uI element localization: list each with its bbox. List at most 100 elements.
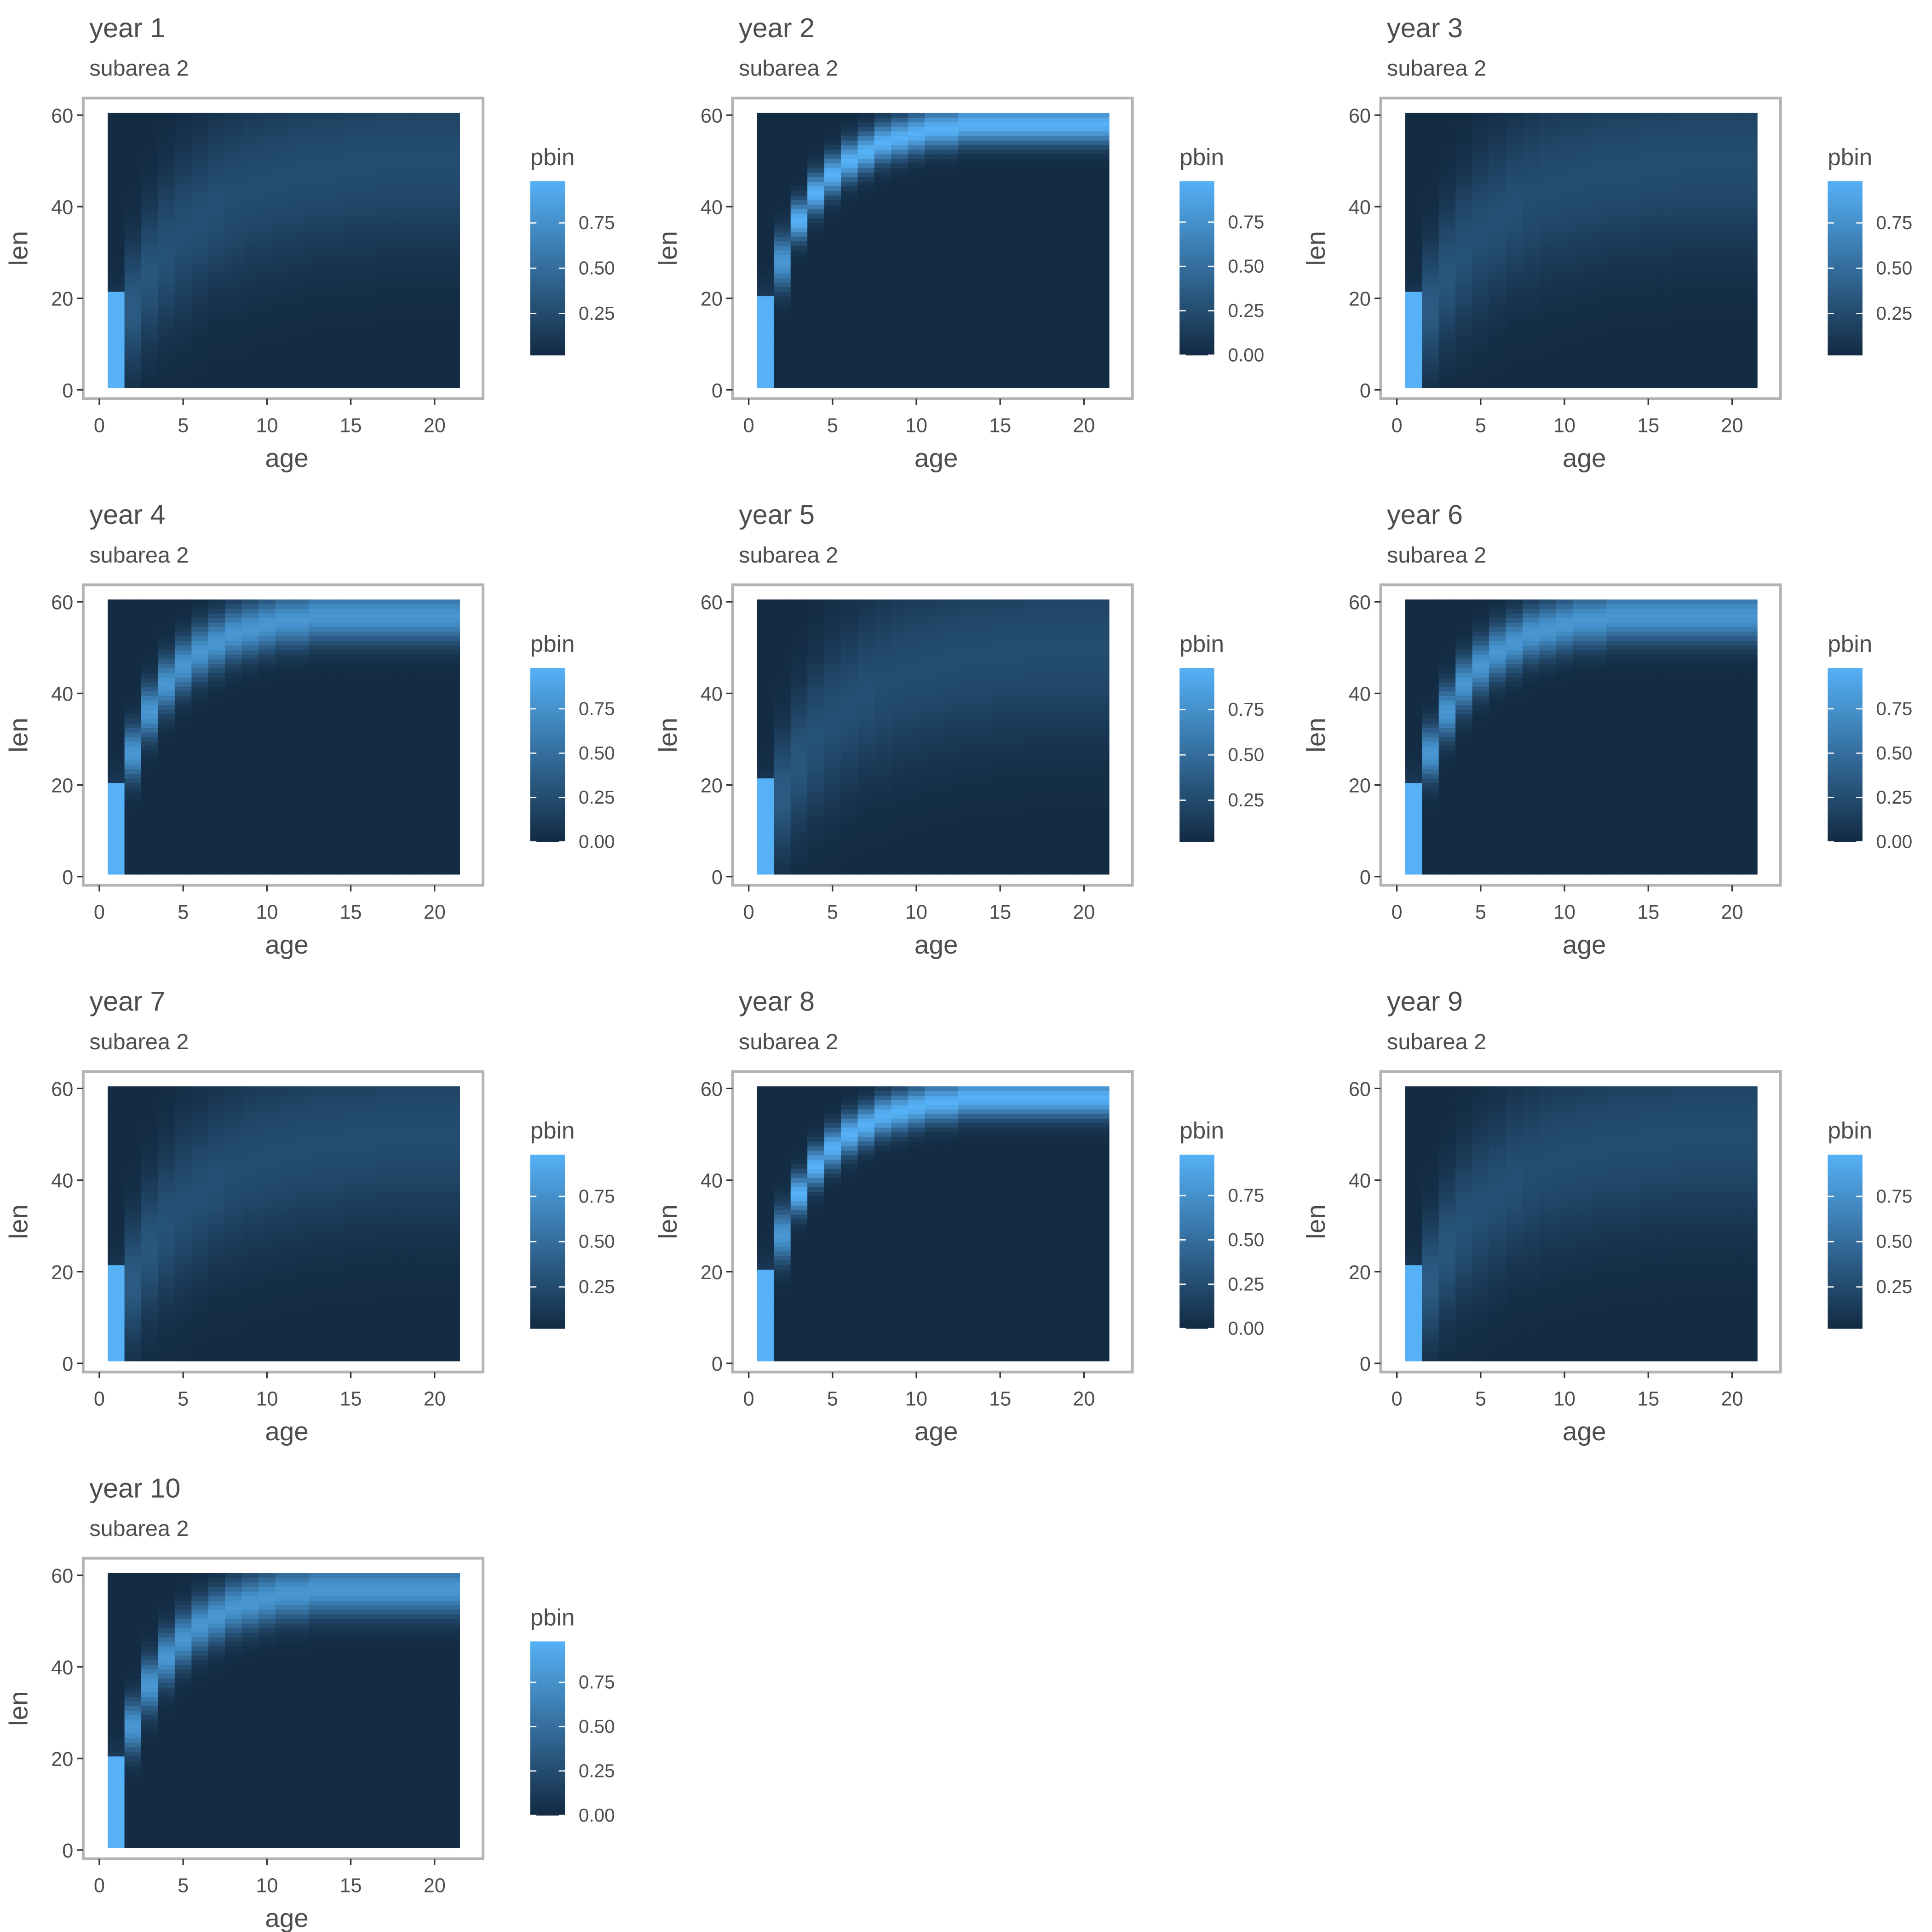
- heatmap-cell: [1422, 149, 1439, 155]
- heatmap-cell: [275, 782, 293, 788]
- heatmap-cell: [208, 663, 225, 669]
- heatmap-cell: [342, 310, 360, 315]
- heatmap-cell: [292, 140, 310, 145]
- heatmap-cell: [275, 300, 293, 305]
- heatmap-cell: [292, 291, 310, 297]
- heatmap-cell: [225, 218, 242, 223]
- heatmap-cell: [1422, 227, 1439, 232]
- heatmap-cell: [874, 144, 891, 150]
- heatmap-cell: [426, 300, 443, 305]
- heatmap-cell: [409, 190, 427, 196]
- heatmap-cell: [1740, 268, 1758, 274]
- heatmap-cell: [392, 113, 410, 118]
- heatmap-cell: [790, 140, 808, 145]
- heatmap-cell: [342, 374, 360, 379]
- heatmap-cell: [309, 609, 326, 614]
- heatmap-cell: [790, 383, 808, 388]
- heatmap-cell: [426, 250, 443, 255]
- heatmap-cell: [1606, 190, 1624, 196]
- heatmap-cell: [1422, 126, 1439, 132]
- heatmap-cell: [158, 346, 175, 351]
- heatmap-cell: [208, 172, 225, 178]
- heatmap-cell: [174, 677, 192, 683]
- panel-subtitle: subarea 2: [89, 56, 189, 81]
- heatmap-cell: [292, 838, 310, 843]
- heatmap-cell: [242, 232, 259, 237]
- heatmap-cell: [309, 223, 326, 228]
- heatmap-cell: [1092, 296, 1110, 301]
- heatmap-cell: [1690, 254, 1708, 260]
- heatmap-cell: [108, 618, 125, 623]
- heatmap-cell: [1623, 342, 1640, 347]
- heatmap-cell: [1025, 135, 1042, 141]
- heatmap-cell: [1075, 300, 1093, 305]
- heatmap-cell: [757, 149, 774, 155]
- heatmap-cell: [874, 369, 891, 374]
- heatmap-cell: [242, 209, 259, 214]
- heatmap-cell: [1740, 264, 1758, 269]
- heatmap-cell: [1025, 277, 1042, 283]
- heatmap-cell: [359, 851, 376, 857]
- heatmap-cell: [158, 869, 175, 875]
- heatmap-cell: [1606, 117, 1624, 122]
- heatmap-cell: [1606, 144, 1624, 150]
- heatmap-cell: [259, 787, 276, 793]
- heatmap-cell: [342, 383, 360, 388]
- heatmap-cell: [941, 323, 959, 328]
- heatmap-cell: [225, 268, 242, 274]
- y-tick-label: 40: [701, 197, 723, 219]
- heatmap-cell: [774, 250, 791, 255]
- heatmap-cell: [225, 250, 242, 255]
- heatmap-cell: [941, 236, 959, 242]
- heatmap-cell: [292, 764, 310, 770]
- heatmap-cell: [225, 135, 242, 141]
- heatmap-cell: [242, 640, 259, 646]
- heatmap-cell: [141, 782, 159, 788]
- heatmap-cell: [426, 227, 443, 232]
- heatmap-cell: [309, 613, 326, 618]
- heatmap-cell: [857, 154, 875, 159]
- heatmap-cell: [174, 186, 192, 191]
- heatmap-cell: [1589, 277, 1607, 283]
- heatmap-cell: [992, 374, 1009, 379]
- heatmap-cell: [141, 268, 159, 274]
- heatmap-cell: [124, 364, 142, 370]
- heatmap-cell: [790, 254, 808, 260]
- heatmap-cell: [342, 764, 360, 770]
- heatmap-cell: [1092, 342, 1110, 347]
- heatmap-cell: [1707, 351, 1724, 356]
- heatmap-cell: [225, 245, 242, 251]
- heatmap-cell: [141, 209, 159, 214]
- heatmap-cell: [275, 140, 293, 145]
- legend-colorbar-segment: [1179, 198, 1214, 202]
- heatmap-cell: [1522, 131, 1540, 136]
- heatmap-cell: [1656, 113, 1674, 118]
- heatmap-cell: [925, 245, 942, 251]
- heatmap-cell: [174, 374, 192, 379]
- heatmap-cell: [158, 640, 175, 646]
- heatmap-cell: [158, 305, 175, 310]
- heatmap-cell: [1025, 209, 1042, 214]
- heatmap-cell: [941, 204, 959, 209]
- heatmap-cell: [392, 300, 410, 305]
- heatmap-cell: [1740, 167, 1758, 173]
- heatmap-cell: [225, 828, 242, 834]
- heatmap-cell: [774, 300, 791, 305]
- heatmap-cell: [124, 117, 142, 122]
- heatmap-cell: [807, 245, 825, 251]
- heatmap-cell: [259, 154, 276, 159]
- heatmap-cell: [392, 250, 410, 255]
- heatmap-cell: [941, 374, 959, 379]
- heatmap-cell: [1438, 181, 1456, 187]
- heatmap-cell: [891, 195, 908, 200]
- heatmap-cell: [857, 264, 875, 269]
- heatmap-cell: [259, 181, 276, 187]
- heatmap-cell: [292, 144, 310, 150]
- heatmap-cell: [309, 310, 326, 315]
- heatmap-cell: [1640, 310, 1657, 315]
- heatmap-cell: [1455, 346, 1473, 351]
- heatmap-cell: [426, 158, 443, 164]
- heatmap-cell: [208, 604, 225, 609]
- heatmap-cell: [325, 167, 343, 173]
- heatmap-cell: [1556, 200, 1573, 205]
